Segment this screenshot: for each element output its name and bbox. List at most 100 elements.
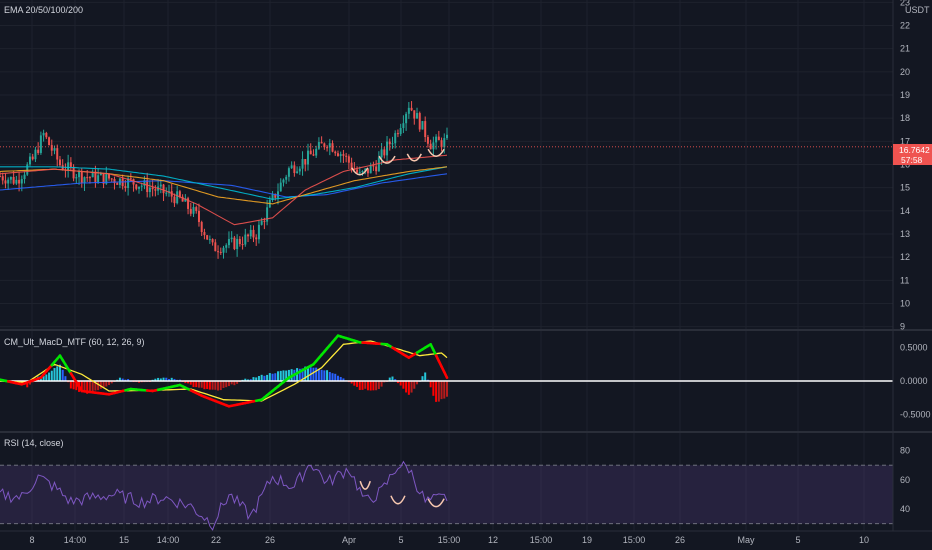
histogram-bar — [211, 381, 214, 390]
price-tick-label: 14 — [900, 206, 910, 216]
candle-body — [72, 166, 75, 179]
candle-body — [358, 172, 361, 174]
histogram-bar — [301, 368, 304, 381]
rsi-pane[interactable]: RSI (14, close) — [0, 438, 893, 531]
candle-body — [350, 162, 353, 170]
candle-body — [410, 107, 413, 111]
candle-body — [304, 159, 307, 165]
candle-body — [151, 187, 154, 190]
histogram-bar — [312, 367, 315, 381]
histogram-bar — [45, 374, 48, 381]
rsi-annotations — [359, 480, 445, 508]
macd-pane[interactable]: CM_Ult_MacD_MTF (60, 12, 26, 9) — [0, 334, 893, 408]
histogram-bar — [61, 369, 64, 381]
candle-body — [230, 237, 233, 240]
candle-body — [446, 134, 448, 139]
currency-label: USDT — [905, 5, 930, 15]
candle-body — [91, 171, 94, 178]
histogram-bar — [372, 381, 375, 391]
candle-body — [225, 245, 228, 248]
price-tick-label: 12 — [900, 252, 910, 262]
candle-body — [249, 229, 252, 237]
ema-20-line — [0, 154, 448, 226]
histogram-bar — [157, 377, 160, 381]
candle-body — [195, 207, 198, 211]
histogram-bar — [200, 381, 203, 388]
time-tick-label: 22 — [211, 535, 221, 545]
candle-body — [7, 179, 10, 184]
candle-body — [312, 154, 315, 156]
candle-body — [377, 157, 380, 172]
histogram-bar — [58, 364, 61, 381]
histogram-bar — [388, 377, 391, 381]
time-tick-label: Apr — [342, 535, 356, 545]
candle-body — [372, 165, 375, 167]
candle-body — [323, 143, 326, 148]
ema-lines — [0, 154, 448, 226]
histogram-bar — [410, 381, 413, 393]
candle-body — [402, 123, 405, 129]
histogram-bar — [421, 376, 424, 381]
macd-signal-line — [0, 340, 448, 402]
candle-body — [437, 136, 440, 141]
rsi-tick-label: 40 — [900, 504, 910, 514]
candlesticks — [0, 101, 448, 259]
time-tick-label: 12 — [488, 535, 498, 545]
bar-countdown: 57:58 — [901, 155, 923, 165]
histogram-bar — [320, 369, 323, 381]
candle-body — [306, 150, 309, 165]
histogram-bar — [108, 381, 111, 386]
candle-body — [28, 156, 31, 165]
candle-body — [67, 162, 70, 171]
smile-annotation — [427, 148, 445, 157]
histogram-bar — [64, 376, 67, 381]
candle-body — [184, 198, 187, 202]
smile-annotation — [427, 498, 445, 508]
histogram-bar — [440, 381, 443, 400]
histogram-bar — [443, 381, 446, 399]
price-tick-label: 17 — [900, 136, 910, 146]
macd-pane-title: CM_Ult_MacD_MTF (60, 12, 26, 9) — [4, 337, 145, 347]
candle-body — [20, 179, 23, 184]
grid-lines — [0, 0, 893, 531]
price-tick-label: 21 — [900, 44, 910, 54]
time-tick-label: 19 — [582, 535, 592, 545]
histogram-bar — [364, 381, 367, 389]
candle-body — [80, 171, 83, 183]
candle-body — [342, 154, 345, 156]
time-axis[interactable]: 8 14:00 15 14:00 22 26 Apr 5 15:00 12 15:00 19 15:00… — [29, 535, 869, 545]
last-price-value: 16.7642 — [899, 145, 930, 155]
histogram-bar — [263, 375, 266, 381]
rsi-band-fill — [0, 465, 893, 524]
candle-body — [113, 179, 116, 184]
histogram-bar — [217, 381, 220, 391]
histogram-bar — [391, 376, 394, 381]
time-tick-label: 26 — [265, 535, 275, 545]
histogram-bar — [42, 375, 45, 381]
candle-body — [37, 149, 40, 153]
candle-body — [255, 237, 258, 240]
candle-body — [394, 133, 397, 144]
price-pane[interactable]: EMA 20/50/100/200 — [0, 5, 893, 259]
candle-body — [361, 170, 364, 173]
candle-body — [173, 196, 176, 204]
macd-axis-ticks: 0.5000 0.0000 -0.5000 — [900, 343, 931, 420]
candle-body — [369, 165, 372, 174]
histogram-bar — [361, 381, 364, 390]
price-axis[interactable]: USDT 91011121314151617181920212223 0.500… — [893, 0, 932, 514]
candle-body — [336, 153, 339, 156]
histogram-bar — [249, 379, 252, 381]
histogram-bar — [167, 379, 170, 381]
rsi-tick-label: 80 — [900, 446, 910, 456]
candle-body — [366, 168, 369, 174]
price-tick-label: 13 — [900, 229, 910, 239]
histogram-bar — [315, 367, 318, 381]
histogram-bar — [260, 374, 263, 381]
candle-body — [75, 177, 78, 179]
time-tick-label: 15:00 — [530, 535, 553, 545]
candle-body — [48, 137, 51, 146]
histogram-bar — [97, 381, 100, 391]
pane-dividers[interactable] — [0, 0, 932, 532]
histogram-bar — [405, 381, 408, 393]
